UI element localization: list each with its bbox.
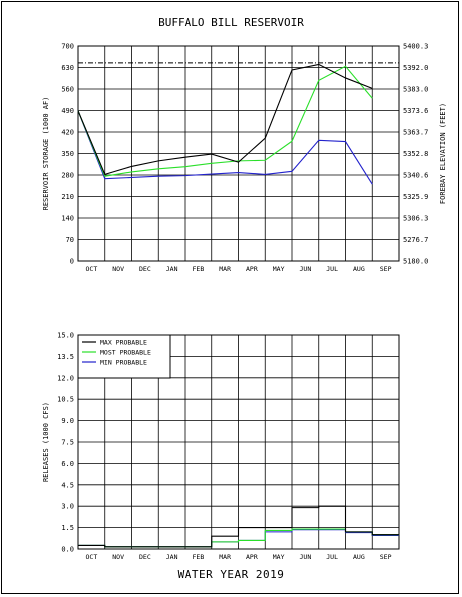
releases-legend: MAX PROBABLE MOST PROBABLE MIN PROBABLE xyxy=(77,334,171,379)
left-tick-label: 70 xyxy=(66,236,74,244)
left-tick-label: 4.5 xyxy=(61,481,74,489)
right-tick-label: 5340.6 xyxy=(403,172,428,180)
left-tick-label: 350 xyxy=(61,150,74,158)
left-tick-label: 0 xyxy=(70,258,74,266)
left-tick-label: 210 xyxy=(61,193,74,201)
left-tick-label: 700 xyxy=(61,43,74,51)
right-tick-label: 5373.6 xyxy=(403,107,428,115)
month-tick-label: DEC xyxy=(139,265,151,273)
month-tick-label: MAY xyxy=(273,553,285,561)
right-tick-label: 5392.0 xyxy=(403,64,428,72)
releases-axis-title: RELEASES (1000 CFS) xyxy=(42,402,50,482)
right-tick-label: 5180.0 xyxy=(403,258,428,266)
month-tick-label: NOV xyxy=(112,553,124,561)
right-tick-label: 5400.3 xyxy=(403,43,428,51)
left-tick-label: 420 xyxy=(61,129,74,137)
month-tick-label: JUN xyxy=(300,553,312,561)
left-tick-label: 7.5 xyxy=(61,439,74,447)
elevation-axis-title: FOREBAY ELEVATION (FEET) xyxy=(439,103,447,204)
month-tick-label: JAN xyxy=(166,553,178,561)
left-tick-label: 280 xyxy=(61,172,74,180)
right-tick-label: 5276.7 xyxy=(403,236,428,244)
left-tick-label: 15.0 xyxy=(57,332,74,340)
left-tick-label: 3.0 xyxy=(61,503,74,511)
month-tick-label: JUL xyxy=(326,553,338,561)
storage-axis-title: RESERVOIR STORAGE (1000 AF) xyxy=(42,97,50,211)
month-tick-label: MAR xyxy=(219,265,231,273)
left-tick-label: 13.5 xyxy=(57,353,74,361)
right-tick-label: 5352.8 xyxy=(403,150,428,158)
month-tick-label: FEB xyxy=(193,553,205,561)
storage-chart: 0 70 140 210 280 350 420 490 560 630 700 5180.0 5276… xyxy=(42,43,447,274)
month-tick-label: MAY xyxy=(273,265,285,273)
legend-label: MOST PROBABLE xyxy=(100,349,151,357)
left-tick-label: 140 xyxy=(61,215,74,223)
month-tick-label: DEC xyxy=(139,553,151,561)
left-tick-label: 630 xyxy=(61,64,74,72)
month-tick-label: OCT xyxy=(86,265,98,273)
most-storage-series xyxy=(77,65,373,177)
right-tick-label: 5383.0 xyxy=(403,86,428,94)
chart-title: BUFFALO BILL RESERVOIR xyxy=(158,16,304,29)
releases-plot-frame xyxy=(77,334,400,550)
storage-plot-frame xyxy=(77,45,400,262)
month-tick-label: JUN xyxy=(300,265,312,273)
right-tick-label: 5363.7 xyxy=(403,129,428,137)
left-tick-label: 10.5 xyxy=(57,396,74,404)
water-year-label: WATER YEAR 2019 xyxy=(177,568,285,581)
month-tick-label: JAN xyxy=(166,265,178,273)
month-tick-label: AUG xyxy=(353,553,365,561)
left-tick-label: 1.5 xyxy=(61,524,74,532)
month-tick-label: APR xyxy=(246,265,258,273)
month-tick-label: NOV xyxy=(112,265,124,273)
month-tick-label: SEP xyxy=(380,553,392,561)
month-tick-label: AUG xyxy=(353,265,365,273)
month-tick-label: SEP xyxy=(380,265,392,273)
releases-chart: 0.0 1.5 3.0 4.5 6.0 7.5 9.0 10.5 12.0 13.5 15.0 OCT… xyxy=(42,332,400,561)
month-tick-label: OCT xyxy=(86,553,98,561)
max-release-series xyxy=(78,505,399,548)
legend-label: MIN PROBABLE xyxy=(100,359,147,367)
right-tick-label: 5306.3 xyxy=(403,215,428,223)
month-tick-label: JUL xyxy=(326,265,338,273)
left-tick-label: 490 xyxy=(61,107,74,115)
max-storage-series xyxy=(77,63,373,176)
left-tick-label: 560 xyxy=(61,86,74,94)
left-tick-label: 9.0 xyxy=(61,417,74,425)
min-storage-series xyxy=(77,110,373,185)
month-tick-label: FEB xyxy=(193,265,205,273)
month-tick-label: APR xyxy=(246,553,258,561)
month-tick-label: MAR xyxy=(219,553,231,561)
legend-label: MAX PROBABLE xyxy=(100,339,147,347)
right-tick-label: 5325.9 xyxy=(403,193,428,201)
left-tick-label: 0.0 xyxy=(61,546,74,554)
left-tick-label: 6.0 xyxy=(61,460,74,468)
left-tick-label: 12.0 xyxy=(57,374,74,382)
